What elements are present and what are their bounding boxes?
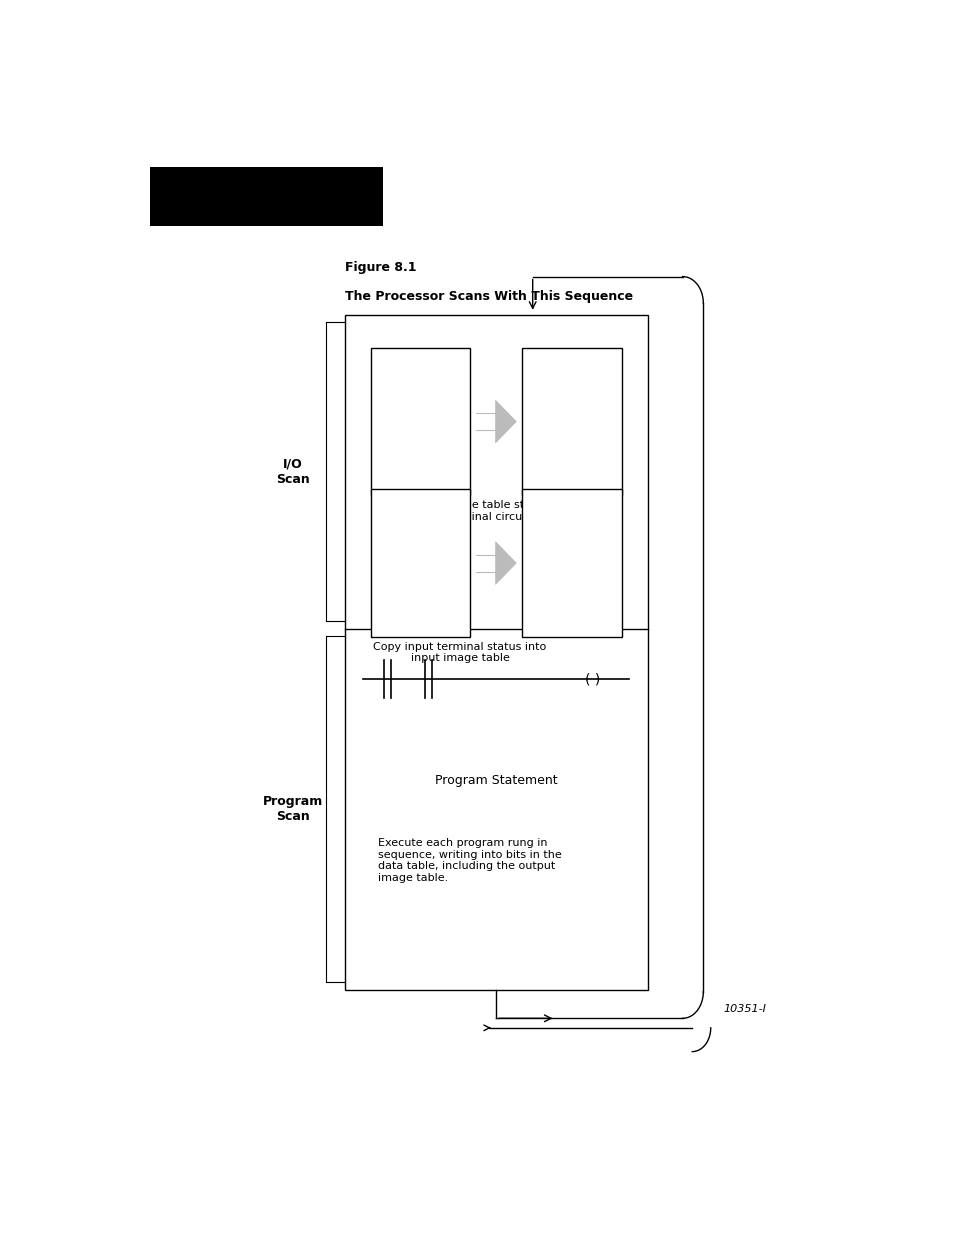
Bar xyxy=(370,348,470,495)
Bar xyxy=(521,348,621,495)
Text: Output
Image
Table: Output Image Table xyxy=(399,398,440,446)
Text: Input
Terminals: Input Terminals xyxy=(392,547,448,578)
Bar xyxy=(521,489,621,637)
Text: Chapter 8: Chapter 8 xyxy=(161,177,238,190)
Text: ( ): ( ) xyxy=(584,672,599,687)
Text: Program
Scan: Program Scan xyxy=(263,795,323,824)
Text: The Processor Scans With This Sequence: The Processor Scans With This Sequence xyxy=(344,290,632,303)
Bar xyxy=(370,489,470,637)
Text: Input
Image
Table: Input Image Table xyxy=(553,538,590,588)
Bar xyxy=(344,315,647,989)
Text: I/O
Scan: I/O Scan xyxy=(275,458,310,485)
Text: Program Statement: Program Statement xyxy=(435,774,558,787)
Text: Figure 8.1: Figure 8.1 xyxy=(344,261,416,274)
Polygon shape xyxy=(495,542,516,584)
Text: Copy input terminal status into
input image table: Copy input terminal status into input im… xyxy=(373,641,546,663)
Text: Output
Terminals: Output Terminals xyxy=(543,406,599,437)
Polygon shape xyxy=(495,400,516,443)
Text: Copy output image table status
into output terminal circuits.: Copy output image table status into outp… xyxy=(372,500,547,521)
Text: 10351-I: 10351-I xyxy=(722,1004,765,1014)
Bar xyxy=(151,167,383,226)
Text: Execute each program rung in
sequence, writing into bits in the
data table, incl: Execute each program rung in sequence, w… xyxy=(377,839,561,883)
Text: Scan Theory: Scan Theory xyxy=(161,203,248,216)
